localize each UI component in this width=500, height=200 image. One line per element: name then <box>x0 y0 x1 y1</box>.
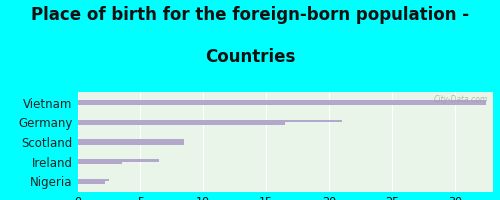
Text: Countries: Countries <box>205 48 295 66</box>
Bar <box>78 120 342 122</box>
Bar <box>78 103 486 105</box>
Text: City-Data.com: City-Data.com <box>434 95 488 104</box>
Bar <box>78 159 159 162</box>
Bar <box>78 181 105 184</box>
Bar <box>78 100 486 103</box>
Bar <box>78 142 184 145</box>
Bar <box>78 162 122 164</box>
Bar <box>78 122 285 125</box>
Bar <box>78 179 109 181</box>
Bar <box>78 139 184 142</box>
Text: Place of birth for the foreign-born population -: Place of birth for the foreign-born popu… <box>31 6 469 24</box>
